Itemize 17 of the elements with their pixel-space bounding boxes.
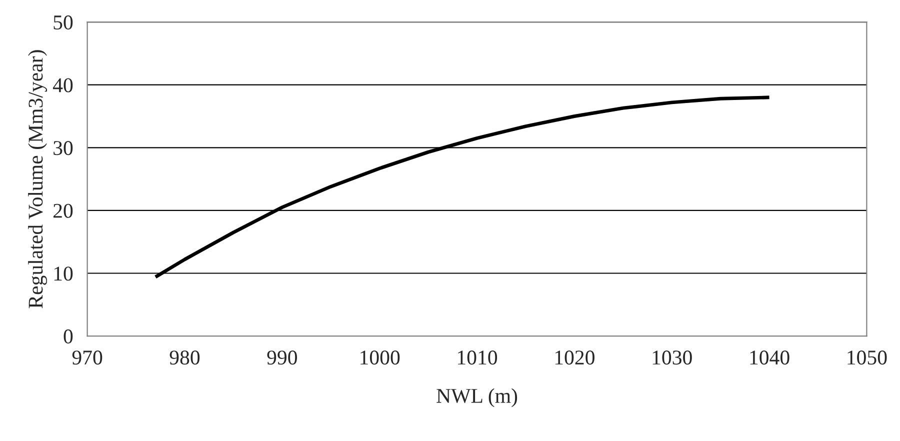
y-axis-title: Regulated Volume (Mm3/year) xyxy=(28,50,48,308)
y-tick-label: 50 xyxy=(54,15,73,30)
y-tick-label: 20 xyxy=(53,204,73,218)
x-tick-label: 1020 xyxy=(555,350,594,365)
x-tick-label: 1000 xyxy=(360,350,400,365)
x-tick-label: 1050 xyxy=(848,350,887,365)
x-axis-title: NWL (m) xyxy=(436,388,518,408)
x-tick-label: 980 xyxy=(170,350,200,365)
y-tick-label: 10 xyxy=(54,266,73,281)
y-tick-label: 30 xyxy=(54,141,73,156)
x-tick-label: 990 xyxy=(267,350,297,365)
x-tick-label: 970 xyxy=(72,350,102,365)
x-tick-label: 1040 xyxy=(750,350,790,365)
x-tick-label: 1030 xyxy=(652,350,692,365)
y-tick-label: 0 xyxy=(64,329,73,344)
x-tick-label: 1010 xyxy=(458,350,498,365)
y-tick-label: 40 xyxy=(52,78,73,92)
